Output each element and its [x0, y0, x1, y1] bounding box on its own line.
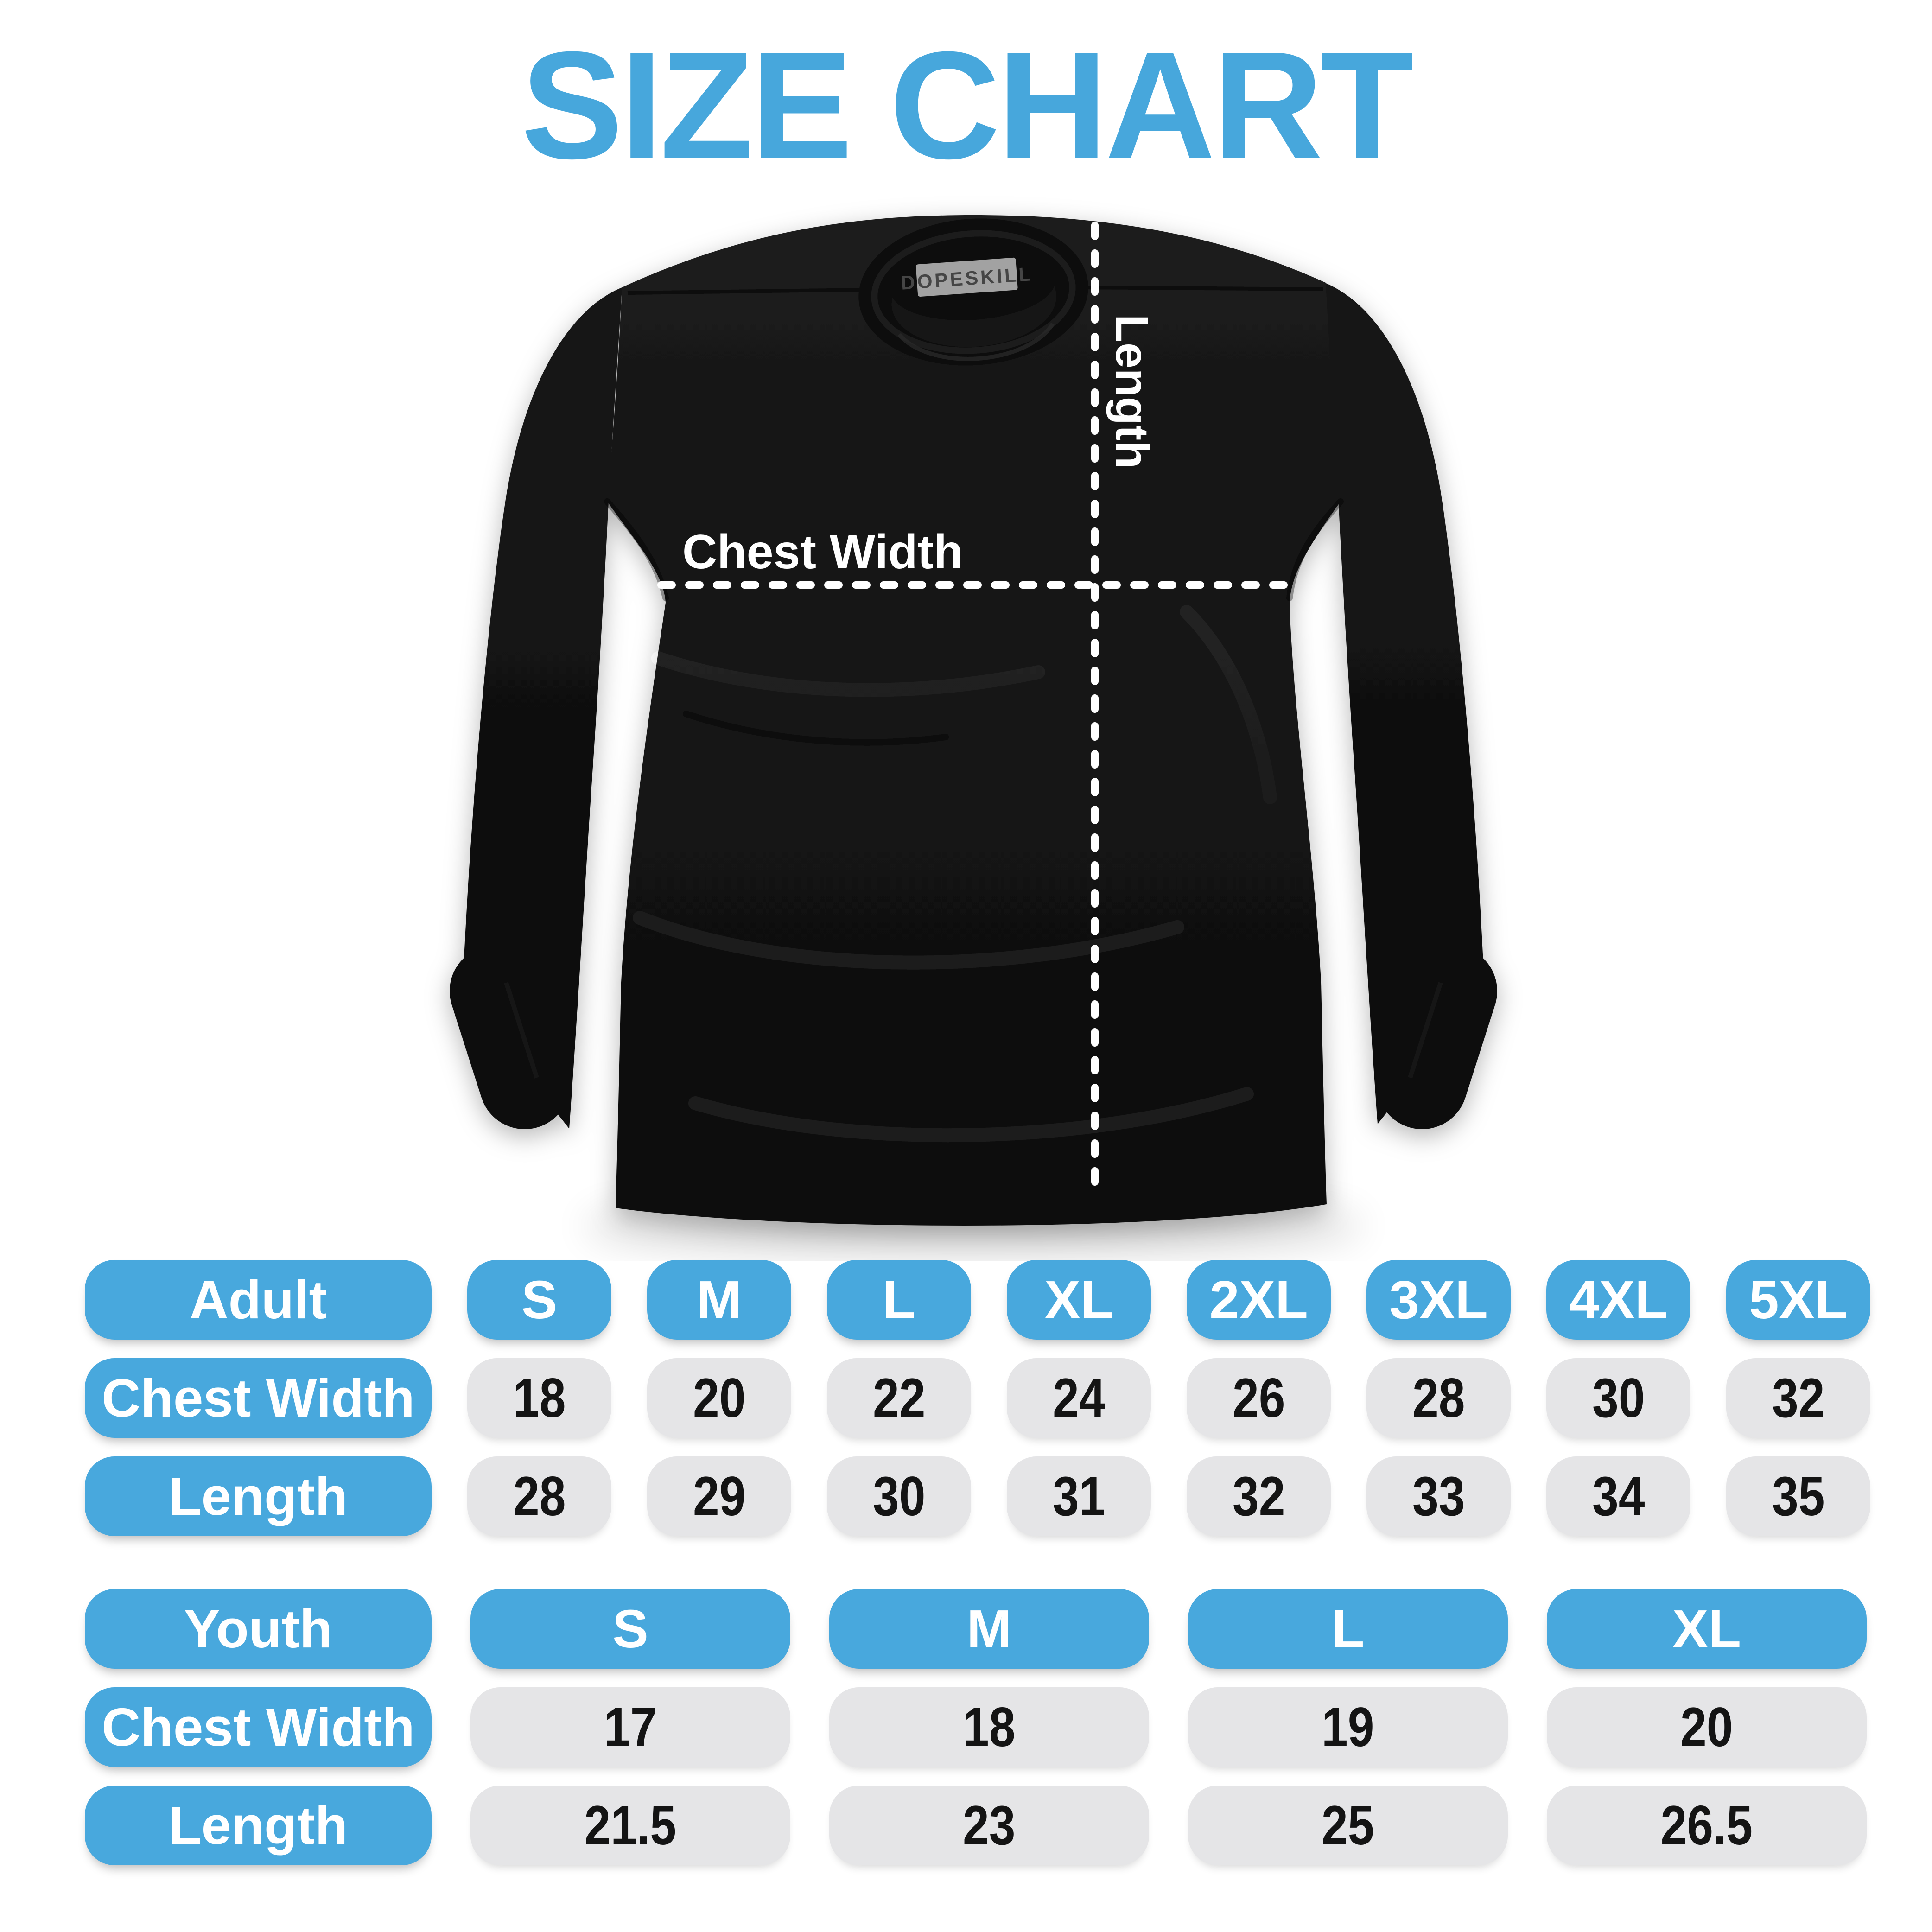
value-text: 18: [513, 1367, 566, 1429]
adult-chest-value-pill: 24: [1007, 1358, 1151, 1438]
adult-length-value-pill: 32: [1187, 1456, 1331, 1536]
value-text: 26: [1232, 1367, 1285, 1429]
adult-chest-value-pill: 18: [467, 1358, 611, 1438]
value-text: 35: [1772, 1465, 1825, 1527]
adult-size-pill-xl: XL: [1007, 1260, 1151, 1340]
adult-length-row: Length 28 29 30 31 32 33 34 35: [85, 1456, 1870, 1536]
adult-length-value-pill: 29: [647, 1456, 791, 1536]
youth-header-row: Youth S M L XL: [85, 1589, 1867, 1669]
adult-length-value-pill: 30: [827, 1456, 971, 1536]
youth-size-table: Youth S M L XL Chest Width 17 18 19 20 L…: [85, 1589, 1867, 1884]
youth-chest-value-pill: 20: [1547, 1687, 1867, 1767]
value-text: 28: [1412, 1367, 1465, 1429]
shirt-diagram: DOPESKILL Chest Width Length: [450, 215, 1497, 1255]
adult-size-pill-5xl: 5XL: [1726, 1260, 1870, 1340]
youth-length-row: Length 21.5 23 25 26.5: [85, 1786, 1867, 1865]
adult-chest-value-pill: 30: [1546, 1358, 1690, 1438]
youth-size-pill-s: S: [470, 1589, 790, 1669]
adult-size-pill-l: L: [827, 1260, 971, 1340]
value-text: 33: [1412, 1465, 1465, 1527]
collar: DOPESKILL: [858, 218, 1088, 366]
value-text: 22: [872, 1367, 926, 1429]
brand-tag: DOPESKILL: [900, 257, 1034, 297]
page-title: SIZE CHART: [521, 19, 1414, 191]
value-text: 25: [1322, 1794, 1374, 1856]
value-text: 24: [1052, 1367, 1106, 1429]
youth-chest-width-label-pill: Chest Width: [85, 1687, 432, 1767]
adult-size-pill-4xl: 4XL: [1546, 1260, 1690, 1340]
chest-width-diagram-label: Chest Width: [682, 525, 963, 579]
value-text: 32: [1232, 1465, 1285, 1527]
value-text: 30: [872, 1465, 926, 1527]
youth-length-label-pill: Length: [85, 1786, 432, 1865]
left-cuff-rib: [504, 982, 539, 1079]
value-text: 19: [1322, 1696, 1374, 1758]
youth-length-value-pill: 26.5: [1547, 1786, 1867, 1865]
value-text: 32: [1772, 1367, 1825, 1429]
value-text: 21.5: [584, 1794, 677, 1856]
left-cuff: [450, 946, 570, 1129]
value-text: 26.5: [1660, 1794, 1753, 1856]
adult-chest-value-pill: 22: [827, 1358, 971, 1438]
right-cuff: [1377, 946, 1497, 1129]
adult-length-label-pill: Length: [85, 1456, 432, 1536]
right-sleeve: [1325, 283, 1485, 1124]
youth-length-value-pill: 21.5: [470, 1786, 790, 1865]
adult-chest-value-pill: 32: [1726, 1358, 1870, 1438]
youth-length-value-pill: 23: [829, 1786, 1149, 1865]
value-text: 28: [513, 1465, 566, 1527]
left-sleeve: [462, 287, 622, 1129]
adult-size-pill-s: S: [467, 1260, 611, 1340]
adult-group-pill: Adult: [85, 1260, 432, 1340]
youth-chest-value-pill: 17: [470, 1687, 790, 1767]
youth-size-pill-l: L: [1188, 1589, 1508, 1669]
torso: [607, 215, 1341, 1226]
adult-chest-value-pill: 28: [1366, 1358, 1511, 1438]
value-text: 29: [693, 1465, 746, 1527]
adult-length-value-pill: 31: [1007, 1456, 1151, 1536]
left-shoulder-seam: [627, 288, 868, 295]
value-text: 17: [604, 1696, 657, 1758]
adult-length-value-pill: 34: [1546, 1456, 1690, 1536]
value-text: 30: [1592, 1367, 1645, 1429]
youth-chest-value-pill: 19: [1188, 1687, 1508, 1767]
adult-chest-width-label-pill: Chest Width: [85, 1358, 432, 1438]
youth-size-pill-xl: XL: [1547, 1589, 1867, 1669]
right-cuff-rib: [1408, 982, 1443, 1079]
adult-size-pill-3xl: 3XL: [1366, 1260, 1511, 1340]
adult-chest-width-row: Chest Width 18 20 22 24 26 28 30 32: [85, 1358, 1870, 1438]
value-text: 20: [1680, 1696, 1733, 1758]
adult-chest-value-pill: 20: [647, 1358, 791, 1438]
adult-chest-value-pill: 26: [1187, 1358, 1331, 1438]
youth-group-pill: Youth: [85, 1589, 432, 1669]
value-text: 23: [963, 1794, 1016, 1856]
youth-chest-width-row: Chest Width 17 18 19 20: [85, 1687, 1867, 1767]
adult-size-pill-2xl: 2XL: [1187, 1260, 1331, 1340]
length-diagram-label: Length: [1106, 314, 1158, 469]
youth-chest-value-pill: 18: [829, 1687, 1149, 1767]
adult-size-pill-m: M: [647, 1260, 791, 1340]
youth-length-value-pill: 25: [1188, 1786, 1508, 1865]
adult-length-value-pill: 35: [1726, 1456, 1870, 1536]
adult-header-row: Adult S M L XL 2XL 3XL 4XL 5XL: [85, 1260, 1870, 1340]
value-text: 20: [693, 1367, 746, 1429]
adult-size-table: Adult S M L XL 2XL 3XL 4XL 5XL Chest Wid…: [85, 1260, 1870, 1555]
value-text: 34: [1592, 1465, 1645, 1527]
right-shoulder-seam: [1079, 286, 1323, 291]
value-text: 18: [963, 1696, 1016, 1758]
adult-length-value-pill: 28: [467, 1456, 611, 1536]
adult-length-value-pill: 33: [1366, 1456, 1511, 1536]
youth-size-pill-m: M: [829, 1589, 1149, 1669]
value-text: 31: [1052, 1465, 1106, 1527]
